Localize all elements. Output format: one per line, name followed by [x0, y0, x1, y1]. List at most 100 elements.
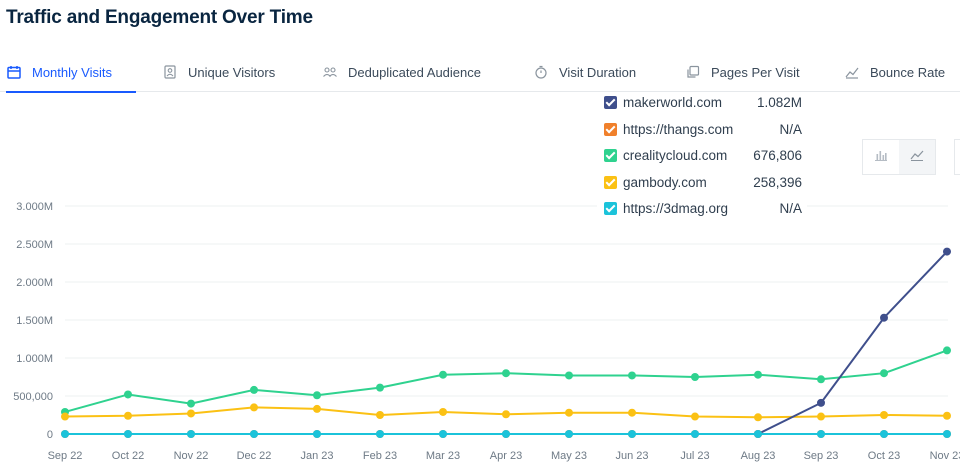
data-point[interactable] [880, 369, 888, 378]
calendar-icon [6, 64, 22, 80]
checkbox-icon[interactable] [604, 122, 617, 136]
series-line [757, 250, 948, 435]
data-point[interactable] [61, 412, 69, 421]
data-point[interactable] [817, 412, 825, 421]
bounce-icon [844, 64, 860, 80]
series-crealitycloud-com [61, 346, 951, 416]
data-point[interactable] [817, 375, 825, 384]
data-point[interactable] [691, 412, 699, 421]
data-point[interactable] [376, 430, 384, 438]
data-point[interactable] [817, 398, 825, 407]
data-point[interactable] [628, 430, 636, 438]
more-options-button[interactable] [954, 139, 960, 175]
bar-chart-icon [874, 148, 888, 166]
data-point[interactable] [691, 430, 699, 438]
data-point[interactable] [250, 430, 258, 438]
data-point[interactable] [502, 430, 510, 438]
data-point[interactable] [502, 369, 510, 378]
data-point[interactable] [61, 430, 69, 438]
series-gambody-com [61, 403, 951, 422]
data-point[interactable] [439, 370, 447, 379]
checkbox-icon[interactable] [604, 148, 617, 162]
data-point[interactable] [943, 430, 951, 438]
data-point[interactable] [817, 430, 825, 438]
legend-item-makerworld[interactable]: makerworld.com 1.082M [597, 92, 807, 112]
legend-item-crealitycloud[interactable]: crealitycloud.com 676,806 [597, 145, 807, 165]
data-point[interactable] [187, 399, 195, 408]
tab-label: Monthly Visits [32, 64, 112, 80]
tab-pages-per-visit[interactable]: Pages Per Visit [685, 52, 800, 92]
x-tick-label: Jun 23 [615, 450, 648, 462]
data-point[interactable] [691, 373, 699, 381]
legend-value: 1.082M [756, 94, 802, 110]
stopwatch-icon [533, 64, 549, 80]
checkbox-icon[interactable] [604, 201, 617, 215]
data-point[interactable] [880, 430, 888, 438]
gridlines [65, 205, 948, 435]
id-card-icon [162, 64, 178, 80]
legend-label: crealitycloud.com [623, 147, 728, 163]
data-point[interactable] [754, 430, 762, 438]
y-tick-label: 1.000M [16, 353, 53, 365]
checkbox-icon[interactable] [604, 175, 617, 189]
legend-label: gambody.com [623, 174, 707, 190]
legend-value: N/A [779, 121, 802, 137]
data-point[interactable] [313, 404, 321, 413]
data-point[interactable] [439, 430, 447, 438]
data-point[interactable] [187, 409, 195, 418]
data-point[interactable] [502, 410, 510, 419]
data-point[interactable] [880, 411, 888, 419]
data-point[interactable] [439, 407, 447, 416]
metric-tabs: Monthly Visits Unique Visitors Deduplica… [0, 52, 960, 93]
data-point[interactable] [565, 408, 573, 417]
checkbox-icon[interactable] [604, 95, 617, 109]
series-https-3dmag-org [61, 430, 951, 438]
data-point[interactable] [565, 371, 573, 380]
data-point[interactable] [250, 385, 258, 394]
data-point[interactable] [124, 430, 132, 438]
data-point[interactable] [628, 408, 636, 417]
data-point[interactable] [754, 413, 762, 422]
legend-item-thangs[interactable]: https://thangs.com N/A [597, 119, 807, 139]
data-point[interactable] [376, 383, 384, 392]
x-tick-label: Oct 23 [868, 450, 900, 462]
data-point[interactable] [943, 247, 951, 256]
y-axis: 0 500,000 1.000M 1.500M 2.000M 2.500M 3.000M [13, 201, 53, 441]
data-point[interactable] [880, 313, 888, 322]
y-tick-label: 1.500M [16, 315, 53, 327]
data-point[interactable] [313, 430, 321, 438]
data-point[interactable] [124, 390, 132, 399]
chart-legend: makerworld.com 1.082M https://thangs.com… [597, 92, 807, 220]
bar-chart-button[interactable] [863, 140, 899, 174]
legend-item-gambody[interactable]: gambody.com 258,396 [597, 172, 807, 192]
tab-monthly-visits[interactable]: Monthly Visits [6, 52, 136, 93]
data-point[interactable] [187, 430, 195, 438]
tab-bounce-rate[interactable]: Bounce Rate [844, 52, 945, 92]
data-point[interactable] [943, 411, 951, 420]
x-tick-label: Aug 23 [741, 450, 776, 462]
tab-deduplicated-audience[interactable]: Deduplicated Audience [322, 52, 481, 92]
data-point[interactable] [943, 346, 951, 355]
legend-label: https://thangs.com [623, 121, 734, 137]
x-tick-label: Nov 23 [930, 450, 960, 462]
tab-label: Bounce Rate [870, 64, 946, 80]
data-point[interactable] [313, 391, 321, 400]
data-point[interactable] [565, 430, 573, 438]
tab-visit-duration[interactable]: Visit Duration [533, 52, 636, 92]
legend-item-3dmag[interactable]: https://3dmag.org N/A [597, 198, 807, 218]
data-point[interactable] [376, 411, 384, 419]
legend-value: 258,396 [753, 174, 802, 190]
users-icon [322, 64, 338, 80]
pages-icon [685, 64, 701, 80]
x-tick-label: Dec 22 [237, 450, 272, 462]
data-point[interactable] [250, 403, 258, 412]
legend-value: N/A [779, 200, 802, 216]
data-point[interactable] [628, 371, 636, 380]
data-point[interactable] [124, 411, 132, 420]
line-chart-button[interactable] [899, 140, 935, 174]
page-title: Traffic and Engagement Over Time [6, 7, 313, 28]
y-tick-label: 2.000M [16, 277, 53, 289]
tab-unique-visitors[interactable]: Unique Visitors [162, 52, 275, 92]
data-point[interactable] [754, 370, 762, 379]
